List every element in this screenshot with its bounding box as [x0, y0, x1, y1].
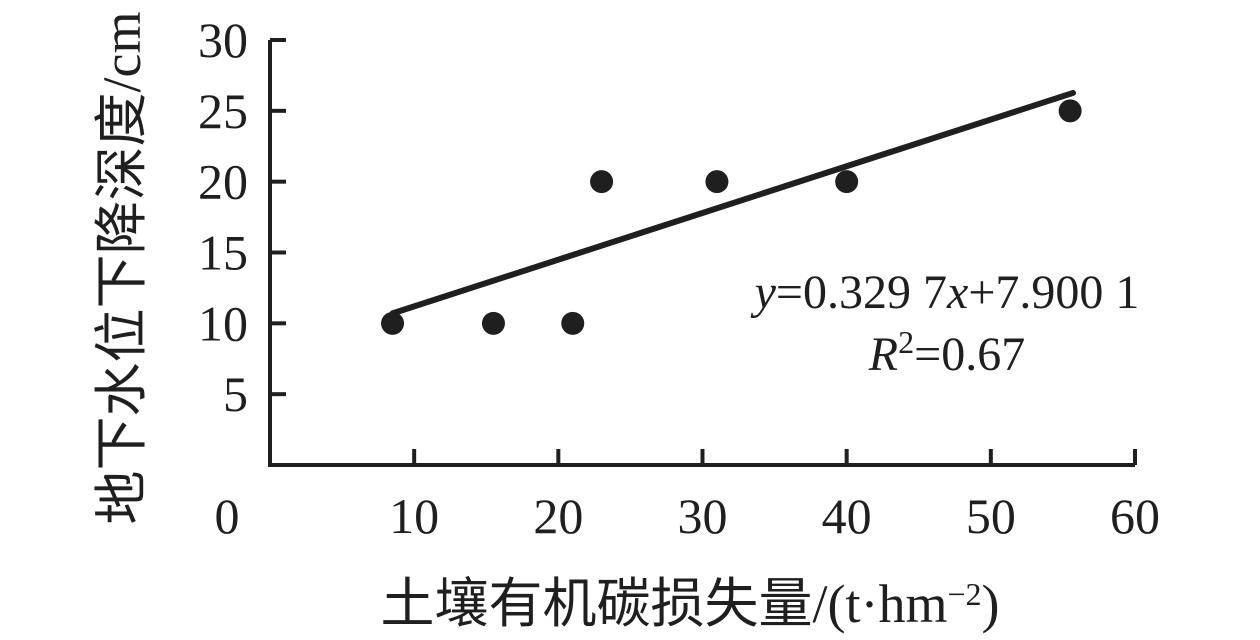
x-tick-label-30: 30: [678, 488, 728, 544]
trendline-equation-label: y=0.329 7x+7.900 1: [750, 266, 1140, 319]
data-point-2: [561, 311, 585, 335]
data-point-0: [381, 311, 405, 335]
x-tick-label-0: 0: [215, 488, 240, 544]
trendline: [389, 89, 1077, 317]
y-axis-title: 地下水位下降深度/cm: [92, 12, 152, 525]
y-tick-label-30: 30: [198, 12, 248, 68]
y-tick-label-15: 15: [198, 225, 248, 281]
data-layer: [381, 89, 1082, 335]
y-tick-label-25: 25: [198, 83, 248, 139]
axes-layer: 0 10 20 30 40 50 60 5 10 15 20 25 30: [198, 12, 1160, 544]
x-tick-label-60: 60: [1110, 488, 1160, 544]
x-axis-title: 土壤有机碳损失量/(t·hm−2): [380, 574, 999, 634]
axis-spine: [268, 40, 1135, 467]
y-tick-label-10: 10: [198, 295, 248, 351]
x-tick-label-20: 20: [533, 488, 583, 544]
x-tick-label-10: 10: [389, 488, 439, 544]
data-point-6: [1058, 99, 1082, 123]
x-tick-label-40: 40: [822, 488, 872, 544]
data-point-4: [705, 170, 729, 194]
r-squared-label: R2=0.67: [868, 324, 1025, 381]
data-point-3: [590, 170, 614, 194]
y-tick-label-20: 20: [198, 154, 248, 210]
data-point-5: [835, 170, 859, 194]
data-point-1: [481, 311, 505, 335]
y-tick-label-5: 5: [223, 366, 248, 422]
x-tick-label-50: 50: [966, 488, 1016, 544]
